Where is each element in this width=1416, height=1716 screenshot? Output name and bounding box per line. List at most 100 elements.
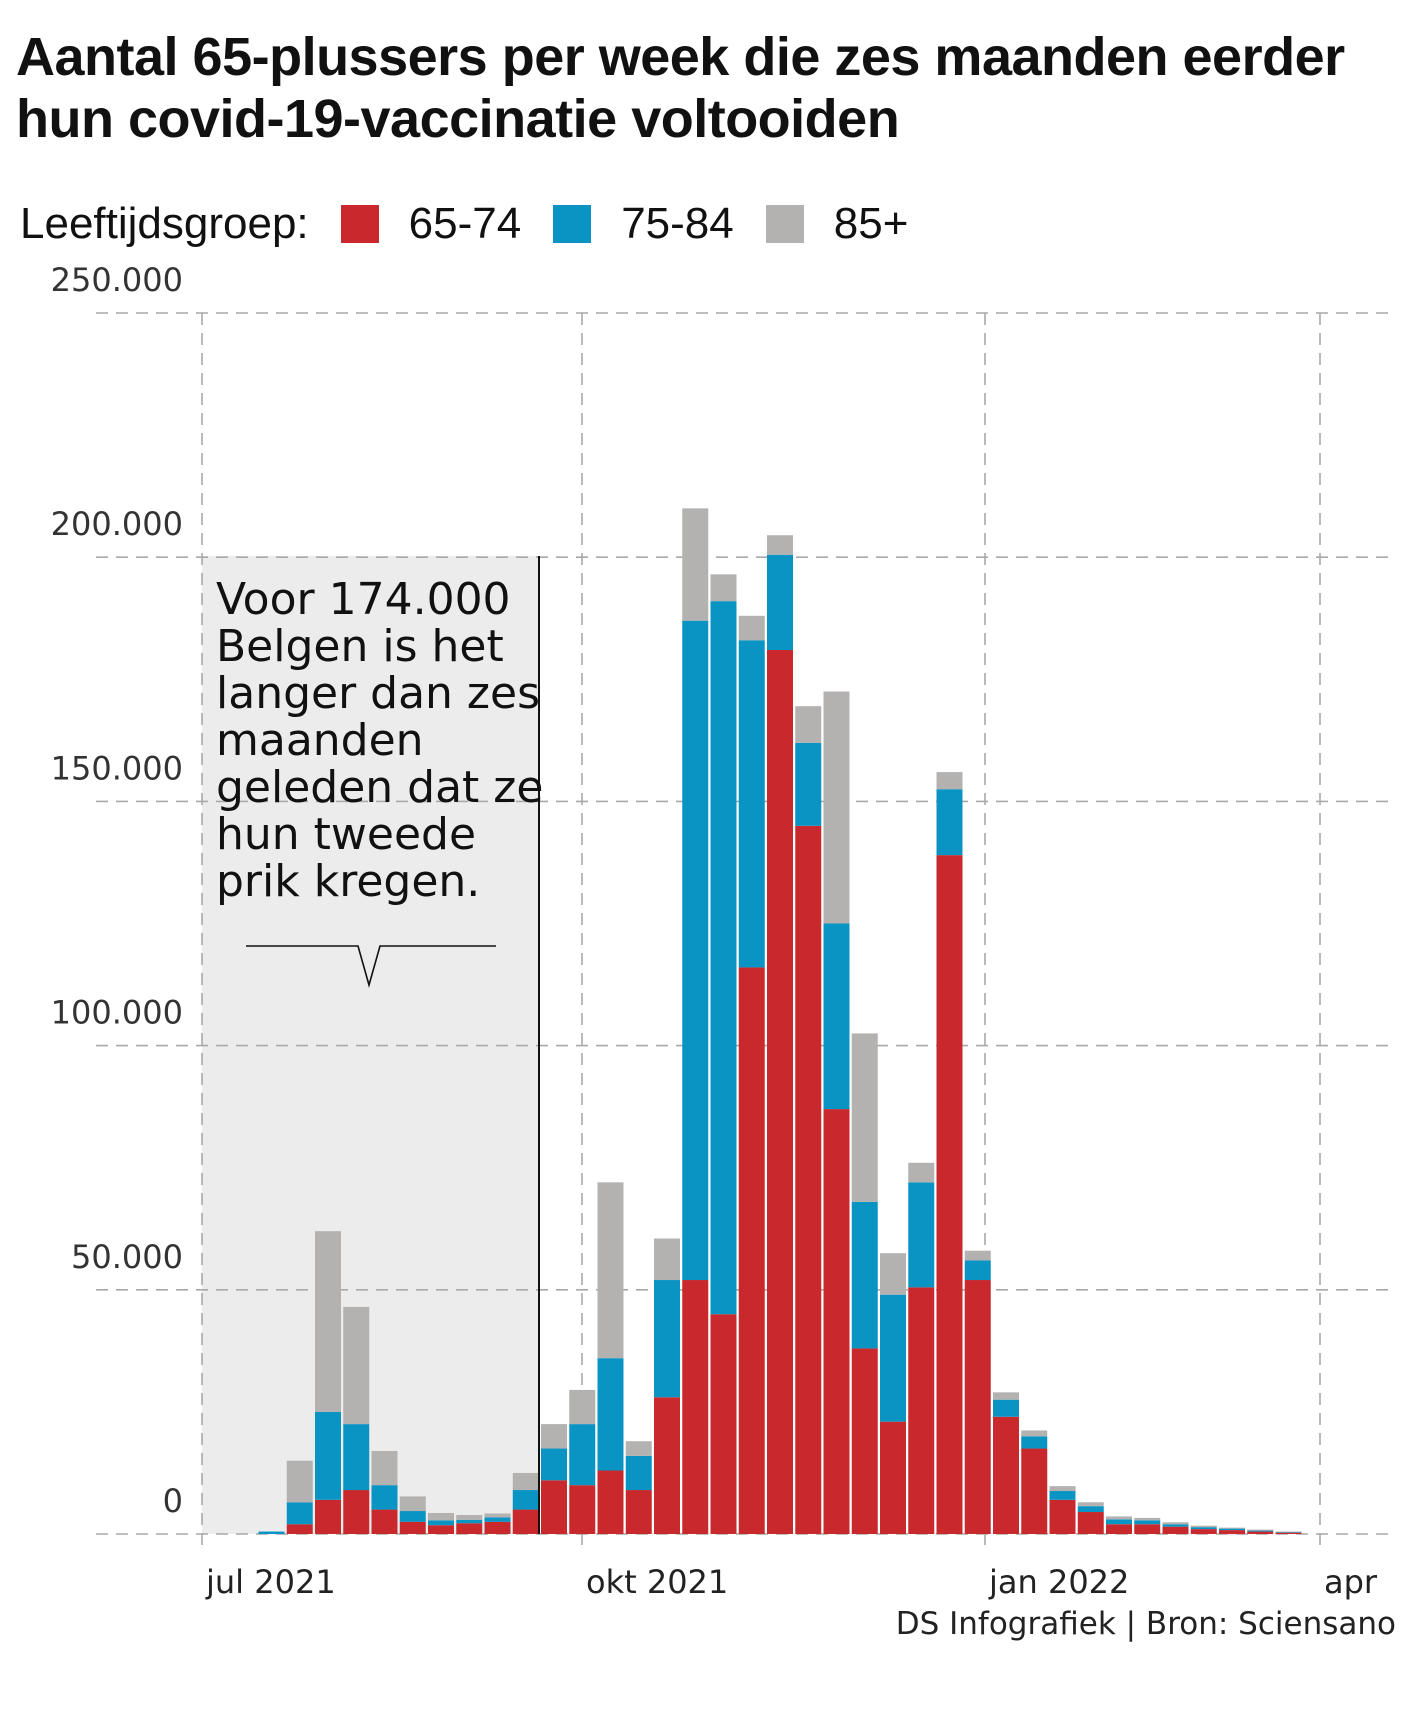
- bar-segment-85plus: [1275, 1531, 1302, 1533]
- annotation-text: Voor 174.000 Belgen is het langer dan zes m…: [216, 574, 543, 907]
- bar-segment-85plus: [682, 508, 709, 621]
- bar-segment-65-74: [315, 1499, 341, 1534]
- y-tick-label: 0: [163, 1482, 183, 1520]
- bar-segment-75-84: [399, 1511, 426, 1522]
- bars: [258, 508, 1302, 1534]
- bar-segment-85plus: [993, 1392, 1019, 1400]
- bar-segment-65-74: [964, 1280, 991, 1534]
- bar-segment-85plus: [1021, 1430, 1048, 1437]
- bar-segment-85plus: [936, 772, 963, 790]
- bar-segment-85plus: [767, 535, 793, 555]
- bar-segment-85plus: [541, 1424, 567, 1449]
- legend-text-85plus: 85+: [833, 199, 909, 248]
- bar-segment-75-84: [880, 1294, 906, 1422]
- bar-segment-75-84: [1106, 1519, 1132, 1525]
- bar-segment-85plus: [964, 1250, 991, 1261]
- bar-segment-75-84: [541, 1448, 567, 1481]
- bar-segment-85plus: [1077, 1502, 1104, 1507]
- bar-segment-75-84: [908, 1182, 935, 1288]
- bar-segment-65-74: [767, 649, 793, 1534]
- bar-segment-75-84: [823, 923, 850, 1110]
- bar-segment-75-84: [767, 554, 793, 650]
- bar-segment-65-74: [1077, 1512, 1104, 1534]
- annotation-line: geleden dat ze: [216, 762, 543, 813]
- bar-segment-75-84: [1247, 1530, 1274, 1532]
- annotation-line: prik kregen.: [216, 856, 480, 907]
- bar-segment-85plus: [569, 1389, 596, 1425]
- bar-segment-85plus: [456, 1514, 483, 1520]
- bar-segment-65-74: [1275, 1532, 1302, 1534]
- bar-segment-75-84: [456, 1519, 483, 1524]
- legend: Leeftijdsgroep: 65-74 75-84 85+: [20, 196, 926, 252]
- bar-segment-85plus: [512, 1472, 539, 1491]
- bar-segment-65-74: [682, 1280, 709, 1534]
- bar-segment-65-74: [1247, 1531, 1274, 1534]
- bar-segment-65-74: [795, 825, 822, 1534]
- bar-segment-85plus: [851, 1033, 878, 1202]
- bar-segment-65-74: [569, 1485, 596, 1534]
- bar-segment-75-84: [1134, 1520, 1161, 1525]
- bar-segment-85plus: [371, 1450, 398, 1486]
- bar-segment-65-74: [456, 1523, 483, 1534]
- bar-segment-75-84: [512, 1490, 539, 1510]
- y-tick-label: 150.000: [51, 749, 183, 787]
- legend-text-75-84: 75-84: [621, 199, 734, 248]
- annotation-line: Voor 174.000: [216, 574, 511, 625]
- bar-segment-65-74: [993, 1416, 1019, 1534]
- bar-segment-65-74: [851, 1348, 878, 1534]
- bar-segment-85plus: [1134, 1517, 1161, 1521]
- bar-segment-65-74: [1162, 1526, 1189, 1534]
- bar-segment-65-74: [371, 1509, 398, 1534]
- bar-segment-75-84: [682, 620, 709, 1281]
- bar-segment-65-74: [908, 1287, 935, 1534]
- legend-text-65-74: 65-74: [408, 199, 522, 248]
- bar-segment-65-74: [625, 1490, 652, 1534]
- bar-segment-75-84: [1219, 1528, 1245, 1531]
- bar-segment-85plus: [795, 706, 822, 743]
- bar-segment-85plus: [1162, 1522, 1189, 1525]
- bar-segment-65-74: [343, 1490, 370, 1534]
- legend-swatch-65-74: [340, 205, 379, 243]
- bar-segment-75-84: [315, 1411, 341, 1500]
- bar-segment-65-74: [399, 1521, 426, 1534]
- bar-segment-75-84: [484, 1517, 511, 1522]
- bar-segment-65-74: [880, 1421, 906, 1534]
- bar-segment-75-84: [1275, 1532, 1302, 1533]
- bar-segment-85plus: [343, 1306, 370, 1425]
- bar-segment-85plus: [1106, 1516, 1132, 1520]
- bar-segment-75-84: [1021, 1436, 1048, 1449]
- bar-segment-75-84: [738, 640, 765, 968]
- bar-segment-85plus: [484, 1513, 511, 1518]
- bar-segment-85plus: [823, 691, 850, 924]
- y-axis-labels: 0 50.000 100.000 150.000 200.000 250.000: [51, 261, 183, 1520]
- bar-segment-85plus: [1049, 1486, 1076, 1492]
- annotation-brace: [246, 945, 496, 988]
- bar-segment-65-74: [597, 1470, 624, 1534]
- y-tick-label: 250.000: [51, 261, 183, 299]
- bar-segment-65-74: [1021, 1448, 1048, 1534]
- bar-segment-65-74: [936, 855, 963, 1534]
- bar-segment-85plus: [428, 1512, 454, 1521]
- bar-segment-75-84: [993, 1399, 1019, 1417]
- x-tick-label: apr: [1324, 1563, 1378, 1601]
- bar-segment-65-74: [738, 967, 765, 1534]
- legend-swatch-75-84: [553, 205, 592, 243]
- annotation-line: langer dan zes: [216, 668, 540, 719]
- bar-segment-75-84: [851, 1201, 878, 1349]
- y-tick-label: 100.000: [51, 994, 183, 1032]
- y-tick-label: 200.000: [51, 505, 183, 543]
- legend-item-85plus: 85+: [765, 199, 927, 249]
- bar-segment-85plus: [1247, 1529, 1274, 1531]
- bar-segment-75-84: [654, 1280, 680, 1398]
- bar-segment-85plus: [738, 615, 765, 641]
- chart-title: Aantal 65-plussers per week die zes maan…: [16, 27, 1345, 149]
- bar-segment-75-84: [371, 1485, 398, 1510]
- bar-segment-65-74: [1106, 1524, 1132, 1534]
- bar-segment-75-84: [1077, 1506, 1104, 1513]
- bar-segment-85plus: [399, 1496, 426, 1512]
- bar-segment-85plus: [315, 1231, 341, 1412]
- bar-segment-75-84: [343, 1424, 370, 1491]
- bar-segment-65-74: [1134, 1524, 1161, 1534]
- bar-segment-75-84: [1162, 1524, 1189, 1527]
